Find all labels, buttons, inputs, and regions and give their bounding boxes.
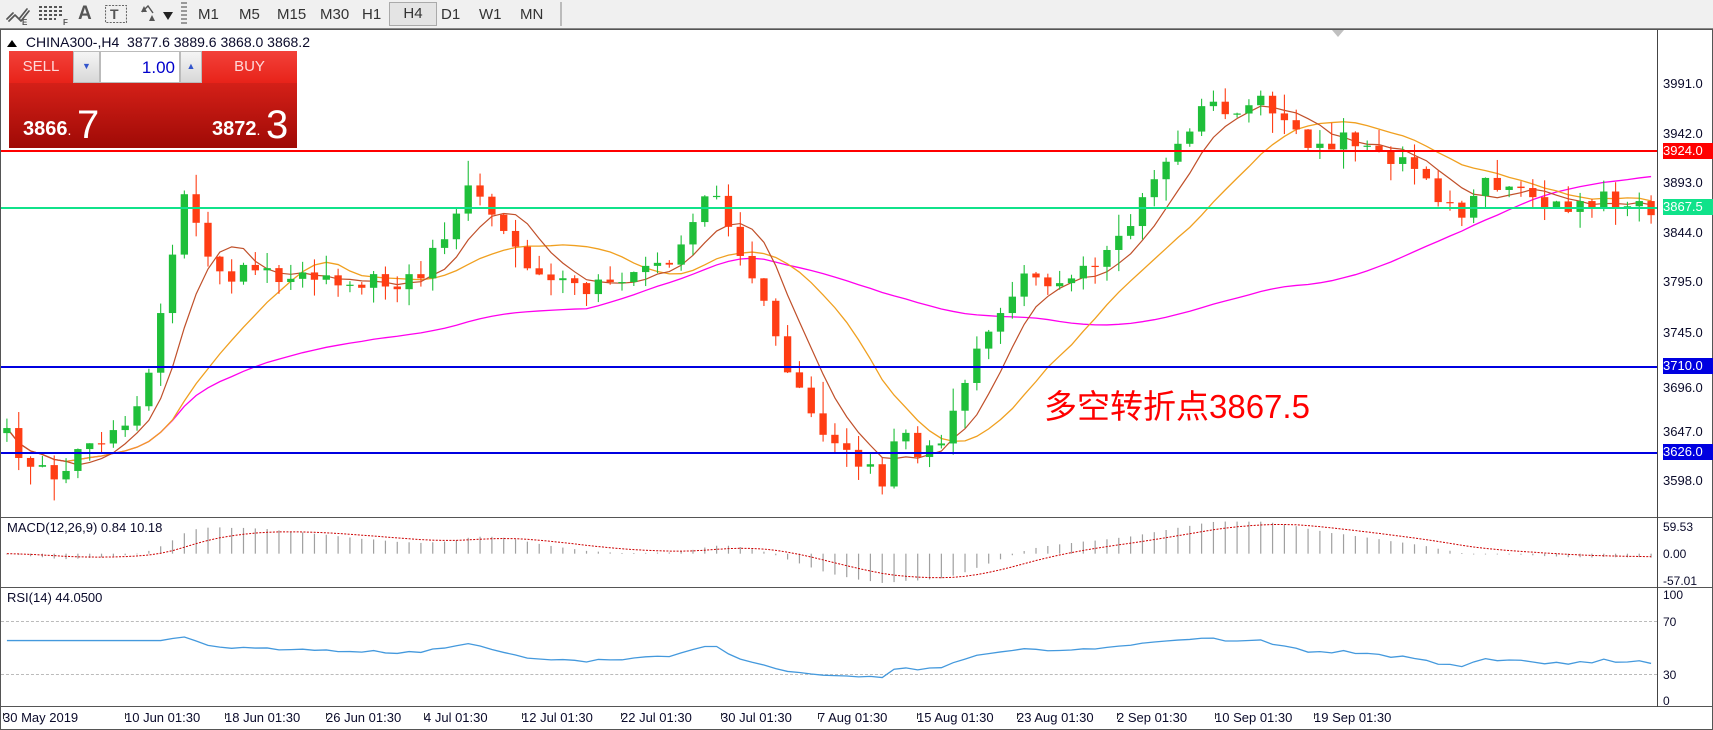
svg-text:E: E [22, 18, 28, 26]
svg-text:T: T [110, 6, 119, 22]
svg-text:F: F [63, 18, 68, 26]
